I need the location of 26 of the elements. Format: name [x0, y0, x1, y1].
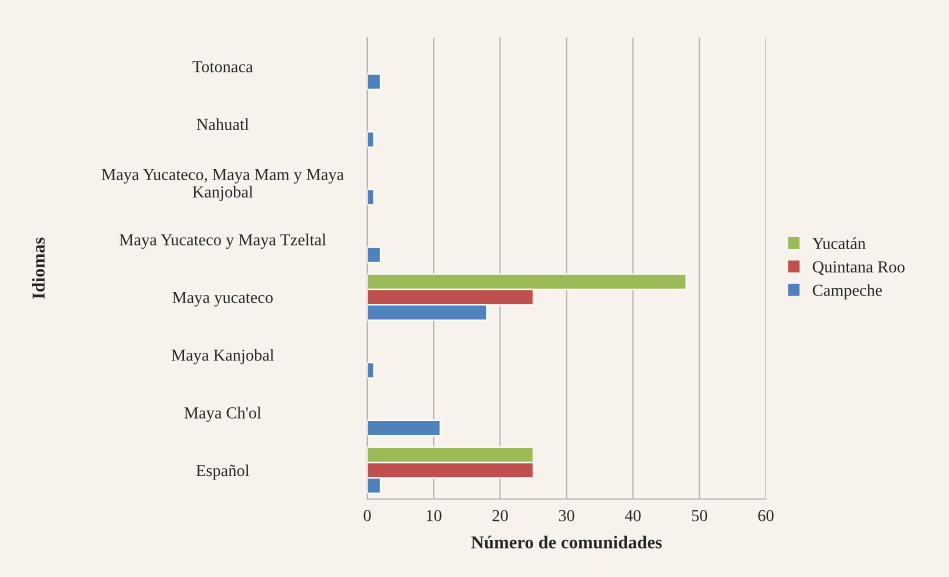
- x-tick-label: 50: [692, 510, 708, 522]
- x-tick-label: 10: [426, 510, 442, 522]
- bar: [367, 188, 375, 206]
- y-tick-label: Maya Yucateco y Maya Tzeltal: [120, 234, 326, 249]
- y-tick-label: Maya Kanjobal: [172, 349, 274, 364]
- bar: [367, 362, 375, 379]
- bar: [367, 73, 382, 90]
- x-axis-title: Número de comunidades: [471, 536, 662, 548]
- legend-label: Quintana Roo: [812, 261, 905, 276]
- x-tick-label: 0: [364, 510, 371, 522]
- y-tick-label: Español: [196, 464, 250, 480]
- bar: [367, 131, 375, 148]
- y-tick-label: Nahuatl: [196, 118, 249, 130]
- y-tick-label: Totonaca: [192, 61, 253, 72]
- bar: [367, 420, 442, 436]
- x-tick-label: 30: [559, 510, 574, 522]
- bar: [367, 246, 382, 264]
- y-tick-label: Maya yucateco: [172, 292, 273, 307]
- x-tick-label: 20: [492, 510, 508, 522]
- legend-label: Campeche: [812, 284, 882, 300]
- x-tick-label: 40: [624, 510, 641, 522]
- y-tick-label: Maya Yucateco, Maya Mam y Maya Kanjobal: [102, 169, 344, 201]
- y-axis-title: Idiomas: [32, 238, 45, 299]
- x-tick-label: 60: [758, 510, 774, 522]
- y-tick-label: Maya Ch'ol: [184, 406, 262, 422]
- legend-label: Yucatán: [812, 237, 866, 250]
